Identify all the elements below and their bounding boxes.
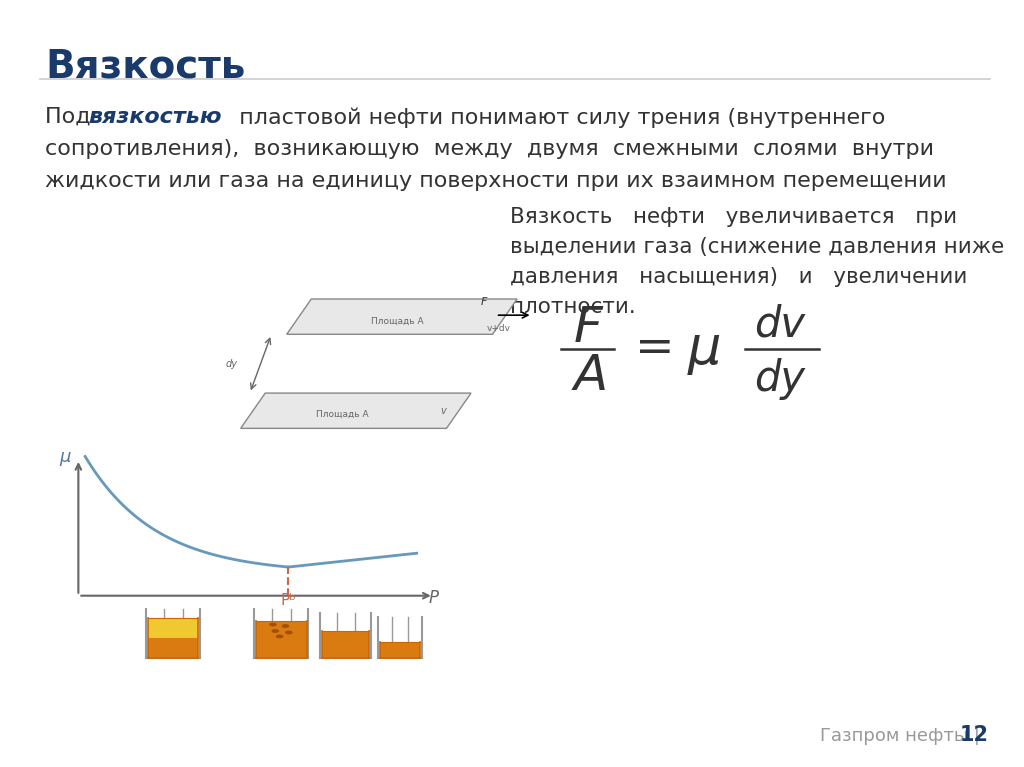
Polygon shape [147, 617, 199, 638]
Text: dv: dv [754, 304, 805, 346]
Polygon shape [241, 393, 471, 428]
Text: вязкостью: вязкостью [88, 107, 221, 127]
Text: 12: 12 [961, 725, 989, 745]
Text: A: A [573, 352, 607, 400]
Text: плотности.: плотности. [510, 297, 636, 317]
Circle shape [286, 631, 292, 634]
Text: μ: μ [688, 323, 722, 375]
Text: F: F [480, 297, 486, 307]
Text: сопротивления),  возникающую  между  двумя  смежными  слоями  внутри: сопротивления), возникающую между двумя … [45, 139, 934, 159]
Text: v: v [440, 406, 446, 416]
Polygon shape [380, 642, 420, 657]
Text: давления   насыщения)   и   увеличении: давления насыщения) и увеличении [510, 267, 968, 287]
Circle shape [283, 625, 289, 627]
Text: Газпром нефты |: Газпром нефты | [820, 727, 980, 745]
Text: Под: Под [45, 107, 104, 127]
Text: =: = [635, 327, 675, 371]
Text: Вязкость   нефти   увеличивается   при: Вязкость нефти увеличивается при [510, 207, 957, 227]
Text: v+dv: v+dv [486, 324, 510, 334]
Circle shape [272, 630, 279, 632]
Text: P: P [429, 589, 438, 607]
Text: Площадь А: Площадь А [371, 317, 424, 326]
Text: выделении газа (снижение давления ниже: выделении газа (снижение давления ниже [510, 237, 1005, 257]
Circle shape [276, 635, 283, 637]
Text: Вязкость: Вязкость [45, 47, 246, 85]
Text: dy: dy [754, 357, 805, 400]
Text: жидкости или газа на единицу поверхности при их взаимном перемещении: жидкости или газа на единицу поверхности… [45, 171, 946, 191]
Polygon shape [147, 638, 199, 657]
Polygon shape [287, 299, 517, 334]
Circle shape [270, 624, 275, 626]
Text: пластовой нефти понимают силу трения (внутреннего: пластовой нефти понимают силу трения (вн… [225, 107, 886, 127]
Text: μ: μ [59, 448, 71, 466]
Polygon shape [322, 630, 370, 657]
Text: Площадь А: Площадь А [315, 410, 369, 419]
Polygon shape [256, 621, 307, 657]
Text: dy: dy [225, 359, 238, 369]
Text: Pᵇ: Pᵇ [281, 593, 296, 607]
Text: F: F [573, 304, 602, 351]
